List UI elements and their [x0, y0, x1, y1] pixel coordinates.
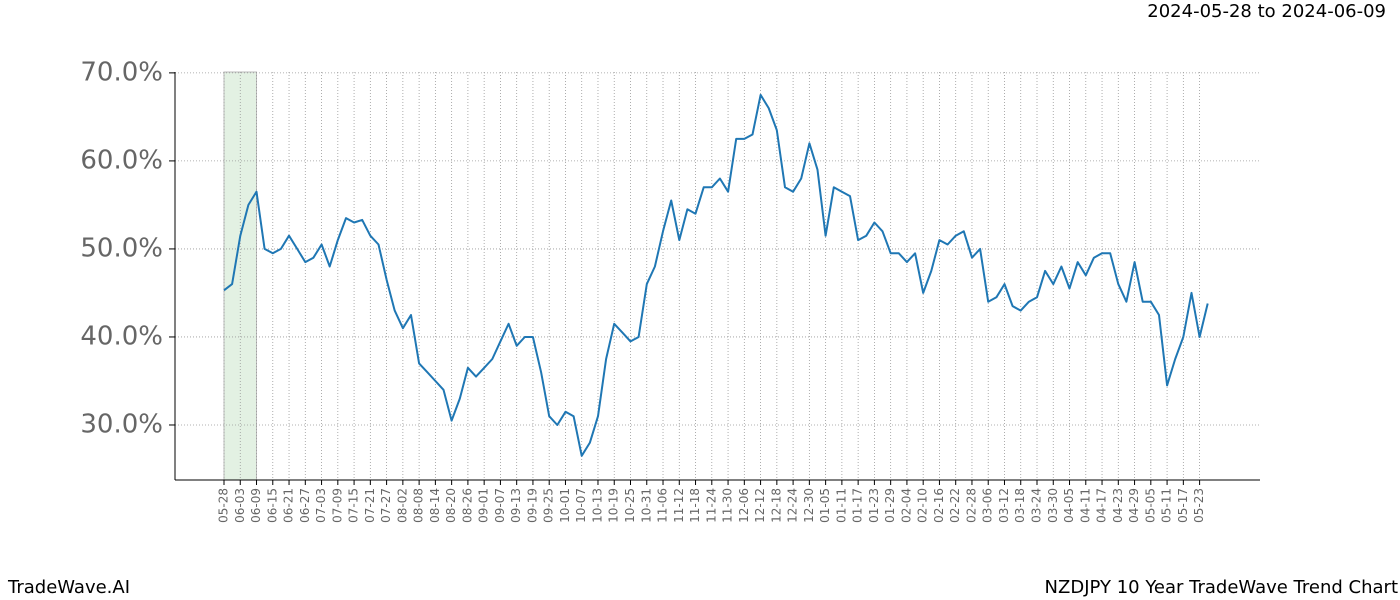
y-tick-label: 30.0%: [80, 409, 163, 439]
x-tick-label: 06-03: [233, 488, 247, 523]
x-tick-label: 09-19: [525, 488, 539, 523]
x-tick-label: 09-01: [477, 488, 491, 523]
x-tick-label: 05-28: [217, 488, 231, 523]
x-tick-label: 01-29: [883, 488, 897, 523]
x-tick-label: 10-13: [590, 488, 604, 523]
x-tick-label: 01-17: [851, 488, 865, 523]
x-tick-label: 05-17: [1176, 488, 1190, 523]
x-tick-label: 03-24: [1030, 488, 1044, 523]
x-tick-label: 11-24: [704, 488, 718, 523]
x-tick-label: 05-23: [1192, 488, 1206, 523]
x-tick-label: 05-05: [1143, 488, 1157, 523]
x-tick-label: 12-24: [786, 488, 800, 523]
x-tick-label: 10-25: [623, 488, 637, 523]
x-tick-label: 03-30: [1046, 488, 1060, 523]
x-tick-label: 04-17: [1095, 488, 1109, 523]
x-tick-label: 02-04: [899, 488, 913, 523]
x-tick-label: 10-01: [558, 488, 572, 523]
x-tick-label: 06-09: [249, 488, 263, 523]
x-tick-label: 10-07: [574, 488, 588, 523]
x-tick-label: 08-26: [460, 488, 474, 523]
x-tick-label: 11-30: [721, 488, 735, 523]
x-tick-label: 01-23: [867, 488, 881, 523]
x-tick-label: 12-12: [753, 488, 767, 523]
x-tick-label: 02-10: [916, 488, 930, 523]
x-tick-label: 04-11: [1078, 488, 1092, 523]
y-tick-label: 50.0%: [80, 233, 163, 263]
x-tick-label: 07-03: [314, 488, 328, 523]
x-tick-label: 06-27: [298, 488, 312, 523]
date-range: 2024-05-28 to 2024-06-09: [1147, 1, 1386, 22]
x-tick-label: 02-28: [964, 488, 978, 523]
x-tick-label: 08-02: [395, 488, 409, 523]
x-tick-label: 03-06: [981, 488, 995, 523]
x-tick-label: 02-22: [948, 488, 962, 523]
trend-line: [223, 93, 1209, 457]
x-tick-label: 09-07: [493, 488, 507, 523]
x-tick-label: 12-18: [769, 488, 783, 523]
x-tick-label: 10-19: [607, 488, 621, 523]
x-tick-label: 11-12: [672, 488, 686, 523]
x-tick-label: 08-14: [428, 488, 442, 523]
x-tick-label: 03-18: [1013, 488, 1027, 523]
y-tick-label: 70.0%: [80, 57, 163, 87]
y-tick-label: 40.0%: [80, 321, 163, 351]
x-tick-label: 06-21: [282, 488, 296, 523]
x-tick-label: 06-15: [265, 488, 279, 523]
x-tick-label: 11-18: [688, 488, 702, 523]
x-tick-label: 04-05: [1062, 488, 1076, 523]
x-tick-label: 02-16: [932, 488, 946, 523]
x-tick-label: 03-12: [997, 488, 1011, 523]
x-tick-label: 04-29: [1127, 488, 1141, 523]
x-tick-label: 01-05: [818, 488, 832, 523]
x-tick-label: 05-11: [1160, 488, 1174, 523]
x-tick-label: 12-30: [802, 488, 816, 523]
x-tick-label: 07-15: [347, 488, 361, 523]
x-tick-label: 01-11: [834, 488, 848, 523]
x-tick-label: 08-08: [412, 488, 426, 523]
x-tick-label: 10-31: [639, 488, 653, 523]
x-tick-label: 09-13: [509, 488, 523, 523]
brand: TradeWave.AI: [7, 577, 130, 598]
x-tick-label: 09-25: [542, 488, 556, 523]
x-tick-label: 07-09: [330, 488, 344, 523]
y-tick-label: 60.0%: [80, 145, 163, 175]
x-tick-label: 04-23: [1111, 488, 1125, 523]
x-tick-label: 07-27: [379, 488, 393, 523]
chart-title: NZDJPY 10 Year TradeWave Trend Chart: [1045, 577, 1398, 598]
x-tick-label: 07-21: [363, 488, 377, 523]
x-tick-label: 11-06: [656, 488, 670, 523]
x-tick-label: 12-06: [737, 488, 751, 523]
x-tick-label: 08-20: [444, 488, 458, 523]
